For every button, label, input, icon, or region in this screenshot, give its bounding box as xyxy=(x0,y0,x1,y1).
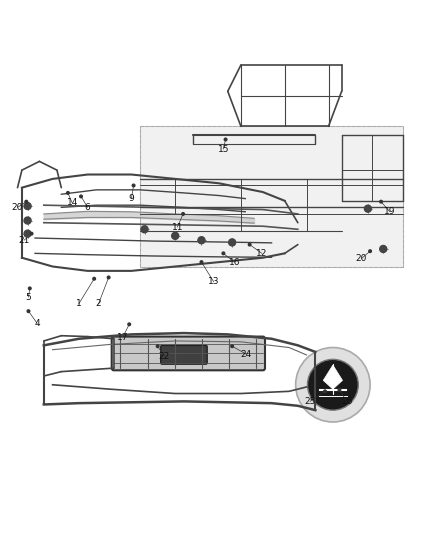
Text: 11: 11 xyxy=(172,223,183,231)
Circle shape xyxy=(28,287,31,290)
Circle shape xyxy=(198,237,205,244)
Circle shape xyxy=(200,261,203,263)
Circle shape xyxy=(24,230,31,237)
Circle shape xyxy=(93,278,95,280)
Circle shape xyxy=(80,195,82,198)
Circle shape xyxy=(224,138,227,141)
Circle shape xyxy=(24,217,31,224)
Text: 14: 14 xyxy=(67,198,78,207)
Polygon shape xyxy=(323,365,343,389)
Text: 15: 15 xyxy=(218,144,229,154)
Polygon shape xyxy=(140,126,403,266)
Circle shape xyxy=(30,232,33,235)
Circle shape xyxy=(67,191,69,194)
Text: 20: 20 xyxy=(356,254,367,263)
Text: 25: 25 xyxy=(304,397,316,406)
Text: 1: 1 xyxy=(76,299,82,308)
Text: 19: 19 xyxy=(384,207,396,216)
Text: 5: 5 xyxy=(25,293,32,302)
Circle shape xyxy=(296,348,370,422)
Text: 22: 22 xyxy=(159,352,170,361)
Circle shape xyxy=(132,184,135,187)
Text: 24: 24 xyxy=(240,350,252,359)
Circle shape xyxy=(307,359,358,410)
Circle shape xyxy=(380,246,387,253)
Text: 26: 26 xyxy=(341,397,353,406)
Circle shape xyxy=(380,200,382,203)
Circle shape xyxy=(141,226,148,233)
Circle shape xyxy=(222,252,225,255)
Text: 20: 20 xyxy=(12,203,23,212)
Circle shape xyxy=(128,323,131,326)
Text: 21: 21 xyxy=(18,236,30,245)
Circle shape xyxy=(156,345,159,348)
Text: 17: 17 xyxy=(117,333,128,342)
Text: 2: 2 xyxy=(96,299,101,308)
FancyBboxPatch shape xyxy=(112,336,265,370)
Circle shape xyxy=(182,213,184,215)
Circle shape xyxy=(107,276,110,279)
Text: 4: 4 xyxy=(35,319,40,328)
Text: 9: 9 xyxy=(128,194,134,203)
Circle shape xyxy=(248,243,251,246)
Circle shape xyxy=(338,389,341,391)
Circle shape xyxy=(369,250,371,253)
Circle shape xyxy=(172,232,179,239)
Circle shape xyxy=(24,203,31,209)
Circle shape xyxy=(27,310,30,312)
Circle shape xyxy=(364,205,371,212)
Text: 16: 16 xyxy=(229,257,240,266)
Circle shape xyxy=(229,239,236,246)
Circle shape xyxy=(324,390,326,393)
FancyBboxPatch shape xyxy=(161,345,207,364)
Text: 12: 12 xyxy=(256,249,268,258)
Circle shape xyxy=(25,200,28,203)
Circle shape xyxy=(231,345,233,348)
Text: 13: 13 xyxy=(208,277,219,286)
Text: 6: 6 xyxy=(85,203,91,212)
